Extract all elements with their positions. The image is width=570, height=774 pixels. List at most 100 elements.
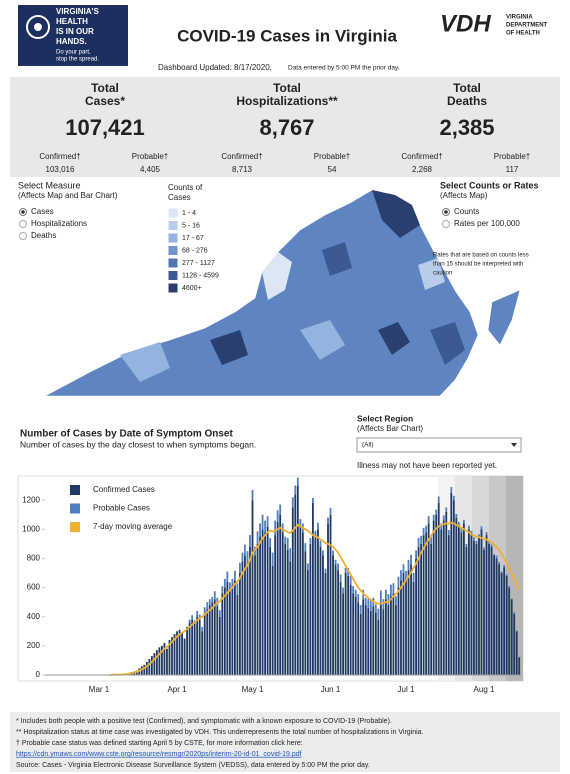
radio-label[interactable]: Hospitalizations <box>31 219 87 228</box>
radio[interactable] <box>19 232 27 240</box>
bar <box>387 605 390 675</box>
radio[interactable] <box>19 220 27 228</box>
bar <box>150 656 153 675</box>
county <box>378 322 410 355</box>
bar <box>505 574 508 576</box>
bar <box>246 551 249 565</box>
bar <box>347 575 350 675</box>
legend-swatch <box>167 232 179 244</box>
legend-label: 7-day moving average <box>93 522 173 531</box>
bar <box>166 648 168 675</box>
bar <box>231 578 234 585</box>
bar <box>505 575 508 675</box>
bar <box>332 550 334 556</box>
radio-label[interactable]: Rates per 100,000 <box>454 219 520 228</box>
summary: TotalCases*107,421Confirmed†103,016Proba… <box>39 81 530 174</box>
bar <box>322 555 324 675</box>
bar <box>352 586 355 594</box>
bar <box>291 497 294 508</box>
footnote-link[interactable]: https://cdn.ymaws.com/www.cste.org/resou… <box>16 751 302 758</box>
bar <box>442 515 445 521</box>
radio-dot <box>444 210 448 214</box>
bar <box>269 538 272 547</box>
control-subtitle: (Affects Map and Bar Chart) <box>18 191 118 200</box>
bar <box>475 543 478 675</box>
bar <box>457 522 460 527</box>
kpi-value: 107,421 <box>65 115 145 140</box>
vdh-logo: VDH <box>440 10 491 37</box>
bar <box>513 613 516 675</box>
county <box>120 342 170 382</box>
county <box>418 258 445 290</box>
kpi-sub-label: Confirmed† <box>221 152 262 161</box>
bar <box>256 531 259 544</box>
bar <box>296 485 299 675</box>
bar <box>228 590 231 675</box>
bar <box>223 587 226 675</box>
bar <box>332 555 334 675</box>
bar <box>415 558 417 675</box>
logo-text: VIRGINIA'S <box>56 7 99 16</box>
bar <box>342 593 345 675</box>
bar <box>203 607 206 614</box>
bar <box>372 606 375 675</box>
bar <box>269 546 272 675</box>
radio-label[interactable]: Cases <box>31 207 54 216</box>
bar <box>412 573 415 582</box>
bar <box>276 510 279 522</box>
bar <box>510 599 513 675</box>
control-title: Select Measure <box>18 180 81 190</box>
kpi-label: Total <box>273 81 301 95</box>
bar <box>327 517 329 524</box>
bar <box>299 526 302 675</box>
bar <box>236 594 239 675</box>
radio-label[interactable]: Deaths <box>31 231 56 240</box>
radio[interactable] <box>442 220 450 228</box>
bar <box>455 517 458 675</box>
county <box>322 242 352 276</box>
chart: 0 200 400 600 800 1000 1200 Mar 1 Apr 1 May 1 Jun … <box>22 477 521 694</box>
logo-tag: stop the spread. <box>56 57 99 63</box>
bar <box>221 586 224 594</box>
bar <box>457 526 460 675</box>
legend-title: Counts of <box>168 183 203 192</box>
bar <box>286 549 289 675</box>
bar <box>254 546 256 556</box>
bar <box>478 538 480 675</box>
bar <box>508 587 511 675</box>
bar <box>244 555 246 675</box>
y-tick-label: 0 <box>36 670 41 679</box>
bar <box>390 596 392 675</box>
bar <box>196 616 199 675</box>
region-dropdown[interactable] <box>356 437 522 453</box>
county <box>262 252 292 300</box>
bar <box>405 578 407 675</box>
bar <box>279 504 282 515</box>
bar <box>324 573 327 675</box>
kpi-value: 2,385 <box>439 115 494 140</box>
bar <box>143 664 146 675</box>
bar <box>460 527 463 533</box>
bar <box>417 546 420 675</box>
y-tick-label: 1200 <box>22 495 40 504</box>
bar <box>495 558 498 675</box>
bar <box>342 587 345 594</box>
bar <box>420 543 423 675</box>
logo-text: HANDS. <box>56 37 87 46</box>
bar <box>498 562 501 565</box>
bar <box>417 538 420 547</box>
bar <box>213 591 216 600</box>
bar <box>442 520 445 675</box>
logo-text: HEALTH <box>56 17 88 26</box>
bar <box>186 626 188 675</box>
legend-label: 68 - 276 <box>182 247 208 254</box>
bar <box>322 550 324 556</box>
bar <box>251 500 254 675</box>
county <box>300 320 345 360</box>
dropdown-value[interactable]: (All) <box>362 442 374 449</box>
bar <box>274 520 277 536</box>
bar <box>465 546 468 675</box>
radio-label[interactable]: Counts <box>454 207 479 216</box>
